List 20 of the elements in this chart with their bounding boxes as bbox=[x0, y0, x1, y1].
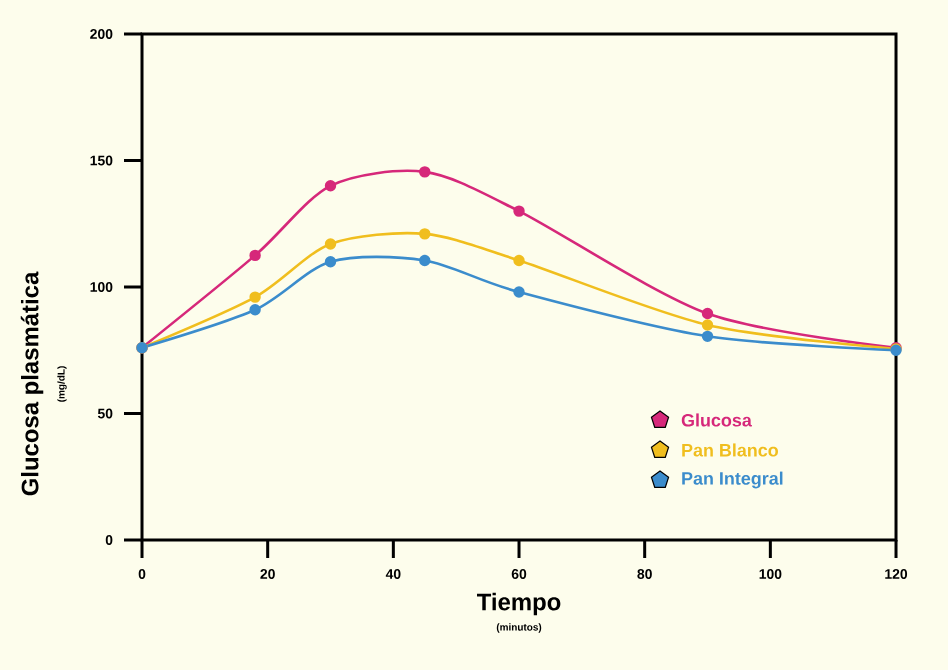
legend-label: Pan Integral bbox=[682, 471, 783, 489]
point bbox=[701, 330, 714, 343]
point bbox=[324, 256, 337, 268]
point bbox=[513, 205, 525, 217]
point bbox=[324, 238, 337, 250]
point bbox=[419, 254, 431, 267]
y-axis-title: Glucosa plasmática bbox=[20, 271, 44, 496]
point bbox=[419, 166, 431, 178]
legend-label: Glucosa bbox=[681, 413, 752, 427]
x-axis-title: Tiempo bbox=[477, 592, 561, 616]
point bbox=[701, 319, 714, 331]
point bbox=[249, 249, 261, 262]
point bbox=[324, 180, 337, 192]
point bbox=[513, 254, 525, 267]
legend-label: Pan Blanco bbox=[682, 443, 778, 457]
point bbox=[419, 228, 431, 240]
point bbox=[249, 304, 261, 316]
point bbox=[701, 307, 714, 320]
point bbox=[249, 291, 261, 303]
point bbox=[513, 286, 525, 298]
